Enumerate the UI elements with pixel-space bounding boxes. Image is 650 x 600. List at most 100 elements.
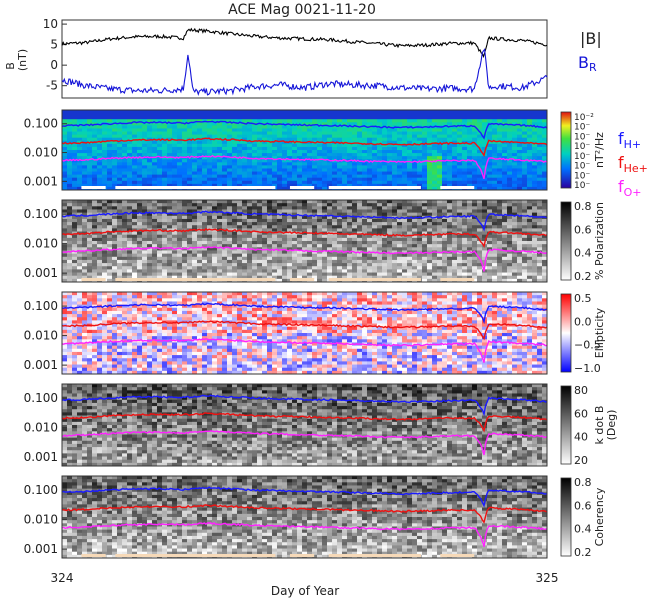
data-gap-bar bbox=[328, 278, 421, 281]
colorbar-ellipticity bbox=[560, 293, 572, 373]
series-label-b-total: |B| bbox=[580, 29, 602, 48]
series-line-b-total bbox=[61, 27, 548, 59]
data-gap-bar bbox=[440, 278, 475, 281]
colorbar-tick-label: 0.5 bbox=[574, 292, 592, 305]
colorbar-tick-label: 0.4 bbox=[574, 523, 592, 536]
colorbar-tick-label: 60 bbox=[574, 407, 588, 420]
x-tick-start: 324 bbox=[51, 571, 74, 585]
colorbar-tick-label: −0.5 bbox=[574, 339, 601, 352]
colorbar-tick-label: 0.0 bbox=[574, 315, 592, 328]
panel-frame bbox=[61, 291, 548, 375]
colorbar-axis-label: nT²/Hz bbox=[593, 132, 606, 168]
y-tick-label: 0.001 bbox=[24, 542, 58, 556]
gyro-line-he bbox=[61, 320, 548, 341]
colorbar-axis-label: k dot B bbox=[593, 406, 606, 445]
gyro-line-h bbox=[61, 210, 548, 232]
colorbar-tick-label: 0.8 bbox=[574, 200, 592, 213]
data-gap-bar bbox=[328, 554, 421, 557]
data-gap-bar bbox=[115, 278, 276, 281]
data-gap-bar bbox=[81, 186, 106, 189]
y-tick-label: 0.010 bbox=[24, 513, 58, 527]
gyro-line-he bbox=[61, 137, 548, 157]
colorbar-tick-label: 0.6 bbox=[574, 223, 592, 236]
data-gap-bar bbox=[115, 554, 276, 557]
colorbar-tick-label: 20 bbox=[574, 454, 588, 467]
colorbar-tick-label: 10⁻ bbox=[574, 181, 590, 191]
colorbar-kdotb bbox=[560, 385, 572, 465]
colorbar-tick-label: 10⁻ bbox=[574, 162, 590, 172]
x-tick-end: 325 bbox=[536, 571, 559, 585]
colorbar-axis-label: (Deg) bbox=[605, 410, 618, 441]
gyro-line-h bbox=[61, 302, 548, 325]
colorbar-axis-label: % Polarization bbox=[593, 202, 606, 280]
panel-frame bbox=[61, 199, 548, 283]
y-tick-label: 0 bbox=[50, 58, 58, 72]
x-axis-label: Day of Year bbox=[271, 584, 339, 598]
colorbar-polarization bbox=[560, 201, 572, 281]
colorbar-tick-label: 0.2 bbox=[574, 270, 592, 283]
series-line-br bbox=[61, 48, 548, 97]
gyro-line-h bbox=[61, 120, 548, 140]
panel-frame bbox=[61, 19, 548, 99]
data-gap-bar bbox=[81, 554, 106, 557]
gyro-line-h bbox=[61, 486, 548, 508]
colorbar-coherency bbox=[560, 477, 572, 557]
y-tick-label: 0.100 bbox=[24, 117, 58, 131]
y-tick-label: 0.100 bbox=[24, 391, 58, 405]
panel-k-dot-b: 0.100 0.010 0.001 80 60 40 20 k dot B (Deg) bbox=[24, 383, 618, 467]
colorbar-tick-label: 10⁻² bbox=[574, 113, 594, 123]
panel-frame bbox=[61, 109, 548, 191]
panel-polarization: 0.100 0.010 0.001 0.8 0.6 0.4 0.2% Polarizatio… bbox=[24, 199, 606, 283]
colorbar-tick-label: 0.8 bbox=[574, 476, 592, 489]
y-tick-label: 0.010 bbox=[24, 329, 58, 343]
panel-power-spectrum: 0.1000.0100.00110⁻²10⁻10⁻10⁻10⁻10⁻10⁻10⁻… bbox=[24, 109, 606, 191]
colorbar-tick-label: 10⁻ bbox=[574, 123, 590, 133]
y-tick-label: 0.010 bbox=[24, 146, 58, 160]
gyro-line-o bbox=[61, 246, 548, 272]
gyro-line-he bbox=[61, 412, 548, 433]
panel-frame bbox=[61, 475, 548, 559]
colorbar-tick-label: 80 bbox=[574, 384, 588, 397]
data-gap-bar bbox=[289, 186, 315, 189]
legend-entry: fHe+ bbox=[618, 153, 648, 175]
gyro-line-he bbox=[61, 504, 548, 524]
colorbar-tick-label: 0.6 bbox=[574, 499, 592, 512]
gyro-line-h bbox=[61, 394, 548, 417]
panel-field: 10 5 0 -5 B (nT) |B| BR bbox=[4, 17, 602, 99]
gyro-line-o bbox=[61, 522, 548, 548]
colorbar-tick-label: 10⁻ bbox=[574, 152, 590, 162]
data-gap-bar bbox=[289, 278, 315, 281]
y-tick-label: 0.010 bbox=[24, 237, 58, 251]
panel-frame bbox=[61, 383, 548, 467]
heatmap-cells bbox=[62, 292, 548, 375]
gyro-legend: fH+fHe+fO+ bbox=[618, 129, 648, 199]
y-tick-label: 0.001 bbox=[24, 450, 58, 464]
data-gap-bar bbox=[289, 554, 315, 557]
y-axis-label: B bbox=[4, 62, 17, 70]
gyro-line-o bbox=[61, 154, 548, 180]
colorbar-tick-label: 10⁻ bbox=[574, 171, 590, 181]
legend-entry: fH+ bbox=[618, 129, 641, 151]
y-tick-label: 0.001 bbox=[24, 358, 58, 372]
panel-ellipticity: 0.100 0.010 0.001 0.5 0.0 −0.5 −1.0 Ellipticity bbox=[24, 291, 606, 375]
data-gap-bar bbox=[115, 186, 276, 189]
legend-entry: fO+ bbox=[618, 177, 642, 199]
colorbar-tick-label: 0.2 bbox=[574, 546, 592, 559]
data-gap-bar bbox=[440, 186, 475, 189]
y-tick-label: 5 bbox=[50, 38, 58, 52]
colorbar-power bbox=[560, 111, 572, 189]
colorbar-tick-label: −1.0 bbox=[574, 362, 601, 375]
y-tick-label: 0.100 bbox=[24, 483, 58, 497]
chart-title: ACE Mag 0021-11-20 bbox=[228, 2, 376, 18]
colorbar-axis-label: Coherency bbox=[593, 487, 606, 546]
colorbar-axis-label: Ellipticity bbox=[593, 307, 606, 358]
y-tick-label: 10 bbox=[43, 17, 58, 31]
y-tick-label: 0.001 bbox=[24, 266, 58, 280]
heatmap-cells bbox=[62, 200, 548, 283]
data-gap-bar bbox=[328, 186, 421, 189]
gyro-line-he bbox=[61, 227, 548, 249]
colorbar-tick-label: 40 bbox=[574, 431, 588, 444]
